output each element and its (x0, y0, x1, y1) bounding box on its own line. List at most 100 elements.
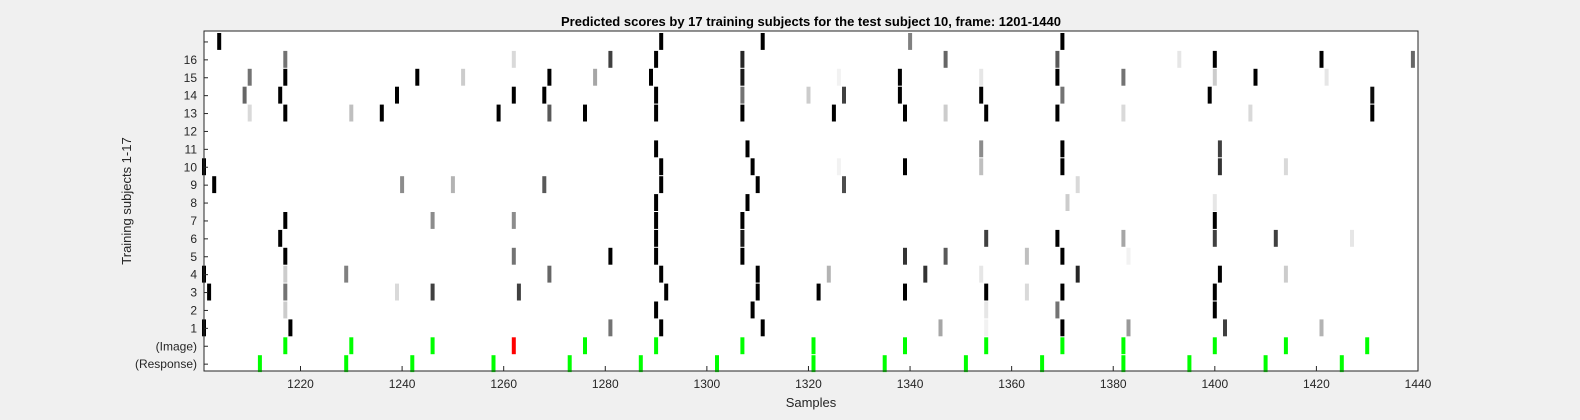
score-mark (1370, 86, 1375, 104)
score-mark (1212, 194, 1217, 211)
score-mark (979, 86, 984, 104)
score-mark (395, 86, 399, 104)
score-mark (278, 86, 283, 104)
x-tick-label: 1360 (998, 377, 1025, 391)
score-mark (1319, 50, 1324, 68)
score-mark (654, 194, 659, 211)
score-mark (450, 176, 455, 194)
score-mark (1212, 229, 1217, 247)
score-mark (511, 50, 516, 68)
score-mark (659, 265, 664, 283)
score-mark (1060, 33, 1065, 50)
score-mark (1024, 283, 1029, 301)
response-event-mark (1339, 355, 1344, 373)
score-mark (903, 247, 907, 265)
y-axis-label: Training subjects 1-17 (119, 137, 134, 264)
y-tick-label: 15 (184, 71, 198, 85)
score-mark (750, 158, 755, 176)
score-mark (247, 104, 252, 122)
x-tick-label: 1320 (795, 377, 822, 391)
y-tick-label: 13 (184, 107, 198, 121)
score-mark (984, 283, 989, 301)
score-mark (1217, 158, 1222, 176)
score-mark (217, 33, 222, 50)
score-mark (740, 229, 745, 247)
x-tick-label: 1220 (287, 377, 314, 391)
y-tick-label: (Response) (135, 357, 197, 371)
y-tick-label: 16 (184, 53, 198, 67)
score-mark (654, 104, 659, 122)
score-marks (202, 33, 1415, 337)
score-mark (897, 86, 902, 104)
score-mark (745, 194, 750, 211)
score-mark (903, 104, 907, 122)
score-mark (826, 265, 831, 283)
score-mark (943, 104, 948, 122)
image-event-mark (1121, 337, 1126, 355)
score-mark (547, 265, 552, 283)
score-mark (740, 104, 745, 122)
score-mark (1223, 319, 1227, 337)
score-mark (1283, 158, 1288, 176)
x-tick-label: 1420 (1303, 377, 1330, 391)
score-mark (979, 68, 984, 86)
image-event-mark (740, 337, 745, 355)
score-mark (979, 265, 984, 283)
score-mark (1248, 104, 1253, 122)
score-mark (283, 212, 288, 229)
score-mark (1055, 104, 1060, 122)
score-mark (1370, 104, 1375, 122)
x-tick-label: 1260 (490, 377, 517, 391)
score-mark (583, 104, 587, 122)
score-mark (349, 104, 354, 122)
image-event-mark (283, 337, 288, 355)
image-event-mark (583, 337, 587, 355)
score-mark (755, 283, 760, 301)
score-mark (288, 319, 293, 337)
score-mark (654, 212, 659, 229)
score-mark (755, 176, 760, 194)
score-mark (740, 50, 745, 68)
image-event-mark (903, 337, 907, 355)
score-mark (415, 68, 420, 86)
response-event-mark (1263, 355, 1268, 373)
score-mark (1121, 104, 1126, 122)
y-tick-label: 5 (190, 250, 197, 264)
score-mark (1055, 50, 1060, 68)
x-tick-label: 1400 (1201, 377, 1228, 391)
score-mark (430, 283, 435, 301)
score-mark (984, 319, 989, 337)
x-tick-label: 1380 (1100, 377, 1127, 391)
image-event-mark (811, 337, 816, 355)
score-mark (1126, 319, 1131, 337)
score-mark (740, 212, 745, 229)
y-tick-label: 12 (184, 124, 198, 138)
score-mark (1217, 140, 1222, 158)
y-tick-label: 1 (190, 321, 197, 335)
score-mark (979, 158, 984, 176)
image-event-mark (1283, 337, 1288, 355)
score-mark (659, 33, 664, 50)
score-mark (283, 265, 288, 283)
score-mark (836, 158, 841, 176)
score-mark (242, 86, 247, 104)
score-mark (430, 212, 435, 229)
response-event-mark (638, 355, 643, 373)
x-tick-label: 1340 (897, 377, 924, 391)
response-event-mark (715, 355, 719, 373)
score-mark (1212, 212, 1217, 229)
score-mark (816, 283, 821, 301)
score-mark (547, 68, 552, 86)
image-event-mark (511, 337, 516, 355)
score-mark (979, 140, 984, 158)
score-mark (1212, 301, 1217, 319)
score-mark (654, 247, 659, 265)
score-mark (659, 158, 664, 176)
score-mark (943, 50, 948, 68)
y-tick-label: 14 (184, 89, 198, 103)
score-mark (461, 68, 466, 86)
score-mark (542, 86, 547, 104)
score-mark (836, 68, 841, 86)
score-mark (1055, 229, 1060, 247)
